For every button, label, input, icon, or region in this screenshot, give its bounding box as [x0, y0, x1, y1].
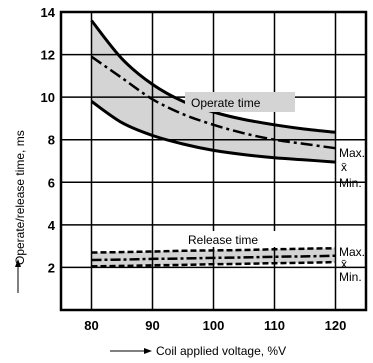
series-line-5: [91, 254, 336, 262]
series-line-6: [91, 260, 336, 268]
release-min-label: Min.: [339, 270, 362, 284]
grid-layer: [61, 12, 366, 310]
operate-time-label-bg: [185, 92, 295, 112]
x-tick-label: 110: [264, 318, 285, 333]
x-tick-label: 90: [145, 318, 159, 333]
x-axis-label: Coil applied voltage, %V: [156, 344, 286, 358]
y-axis-label: Operate/release time, ms: [13, 130, 27, 265]
operate-mean-label: x̄: [341, 160, 347, 174]
release-time-label: Release time: [188, 233, 258, 247]
series-line-2: [90, 55, 336, 150]
y-tick-label: 8: [48, 133, 55, 148]
y-axis-title: Operate/release time, ms: [13, 130, 27, 265]
operate-max-label: Max.: [339, 146, 365, 160]
plot-frame: [59, 10, 368, 312]
operate-min-label: Min.: [339, 176, 362, 190]
tick-labels-layer: 80 90 100 110 120 2 4 6 8 10 12 14: [41, 5, 347, 333]
series-line-4: [91, 247, 336, 254]
operate-time-label: Operate time: [191, 96, 261, 110]
x-axis-arrow-head: [144, 348, 152, 354]
y-tick-label: 14: [41, 5, 56, 20]
release-max-label: Max.: [339, 245, 365, 259]
release-mean-label: x̄: [341, 257, 347, 271]
x-tick-label: 120: [325, 318, 347, 333]
y-axis-arrow-head: [15, 259, 21, 267]
y-tick-label: 2: [48, 260, 55, 275]
y-tick-label: 4: [48, 218, 56, 233]
series-line-3: [90, 100, 336, 164]
y-tick-label: 10: [41, 90, 55, 105]
x-tick-label: 80: [84, 318, 98, 333]
x-tick-label: 100: [203, 318, 225, 333]
y-tick-label: 6: [48, 175, 55, 190]
y-tick-label: 12: [41, 48, 55, 63]
release-time-label-bg: [185, 231, 288, 247]
